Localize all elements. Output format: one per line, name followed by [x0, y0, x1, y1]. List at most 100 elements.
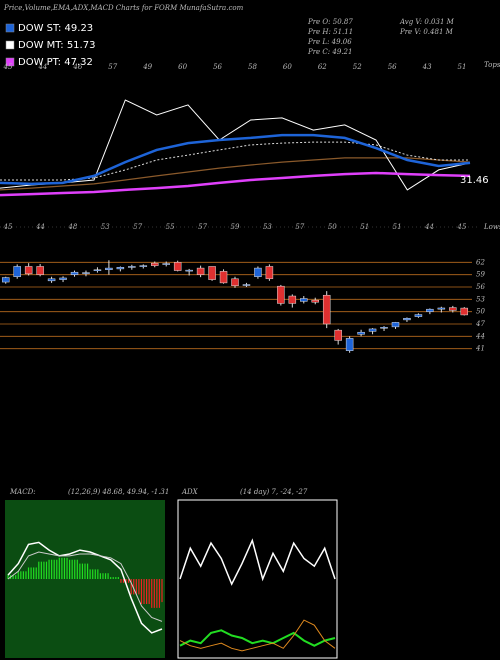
low-label: 51	[393, 223, 402, 231]
candle-body	[277, 285, 285, 304]
y-tick-label: 62	[476, 258, 485, 266]
info-text: Pre V: 0.481 M	[399, 28, 454, 36]
series-line	[0, 171, 471, 197]
low-label: 45	[457, 223, 467, 231]
top-label: 44	[37, 63, 47, 71]
candle-body	[300, 298, 308, 302]
candle-body	[242, 284, 251, 286]
low-label: 55	[166, 223, 175, 231]
candle-body	[254, 267, 262, 277]
candle-body	[460, 307, 469, 316]
top-label: 56	[213, 63, 222, 71]
candle-body	[36, 266, 44, 275]
legend-label: DOW PT: 47.32	[18, 57, 93, 68]
legend-label: DOW MT: 51.73	[18, 40, 95, 51]
top-label: 62	[318, 63, 327, 71]
candle-body	[357, 331, 365, 335]
candle-body	[116, 267, 125, 270]
candle-body	[368, 328, 377, 332]
candle-body	[231, 278, 239, 287]
candle-body	[322, 294, 331, 325]
candle-body	[173, 262, 182, 271]
low-label: 57	[198, 223, 207, 231]
candle-body	[265, 266, 274, 280]
lows-label: Lows	[483, 223, 500, 231]
top-label: 43	[422, 63, 432, 71]
tops-label: Tops	[484, 61, 500, 69]
series-line	[0, 99, 471, 191]
candle-body	[345, 338, 354, 351]
info-text: Avg V: 0.031 M	[399, 18, 455, 26]
series-line	[179, 629, 336, 647]
candle-body	[196, 267, 205, 275]
y-tick-label: 56	[476, 283, 485, 291]
candle-body	[82, 272, 90, 274]
candle-body	[414, 314, 423, 317]
info-text: Pre L: 49.06	[307, 38, 352, 46]
top-label: 51	[458, 63, 467, 71]
candle-body	[128, 266, 136, 268]
candle-body	[437, 307, 446, 310]
page-title: Price,Volume,EMA,ADX,MACD Charts for FOR…	[3, 4, 244, 12]
info-text: Pre C: 49.21	[307, 48, 352, 56]
candle-body	[288, 295, 297, 304]
top-label: 52	[353, 63, 362, 71]
series-line	[0, 141, 470, 181]
candle-body	[162, 263, 170, 265]
series-line	[0, 157, 471, 191]
top-label: 60	[178, 63, 187, 71]
candle-body	[70, 271, 79, 275]
legend-label: DOW ST: 49.23	[18, 23, 93, 34]
low-label: 59	[231, 223, 240, 231]
candle-body	[208, 266, 216, 280]
top-label: 58	[248, 63, 257, 71]
annotation: 31.46	[460, 175, 489, 186]
candle-body	[219, 271, 228, 284]
top-label: 57	[108, 63, 117, 71]
series-line	[179, 619, 336, 652]
panel-subtitle: (12,26,9) 48.68, 49.94, -1.31	[68, 488, 169, 496]
candle-body	[151, 262, 159, 266]
info-text: Pre O: 50.87	[307, 18, 353, 26]
candle-body	[139, 265, 148, 267]
candle-body	[105, 267, 113, 270]
candle-body	[185, 269, 193, 272]
y-tick-label: 47	[475, 320, 485, 328]
candle-body	[93, 269, 102, 271]
candle-body	[47, 278, 56, 282]
legend-swatch	[5, 57, 15, 67]
candle-body	[1, 277, 10, 283]
low-label: 53	[263, 223, 272, 231]
top-label: 60	[283, 63, 292, 71]
low-label: 53	[101, 223, 110, 231]
candle-body	[24, 266, 33, 275]
series-line	[0, 133, 471, 186]
candle-body	[311, 299, 319, 303]
series-line	[179, 538, 336, 586]
candle-body	[59, 277, 67, 280]
candle-body	[449, 307, 457, 311]
y-tick-label: 44	[475, 332, 485, 340]
candle-body	[403, 317, 411, 321]
legend-swatch	[5, 40, 15, 50]
y-tick-label: 59	[476, 271, 485, 279]
top-label: 46	[72, 63, 82, 71]
panel-subtitle: (14 day) 7, -24, -27	[240, 488, 308, 496]
y-tick-label: 41	[475, 345, 485, 353]
y-tick-label: 53	[476, 295, 485, 303]
series-line	[7, 541, 163, 634]
top-label: 49	[142, 63, 152, 71]
low-label: 44	[35, 223, 45, 231]
info-text: Pre H: 51.11	[307, 28, 353, 36]
candle-body	[391, 322, 400, 328]
candle-body	[426, 308, 434, 312]
y-tick-label: 50	[476, 308, 485, 316]
candle-body	[13, 266, 21, 277]
low-label: 57	[133, 223, 142, 231]
legend-swatch	[5, 23, 15, 33]
candle-body	[380, 327, 388, 329]
panel-title: ADX	[181, 488, 199, 496]
low-label: 44	[424, 223, 434, 231]
panel-frame	[177, 499, 338, 659]
